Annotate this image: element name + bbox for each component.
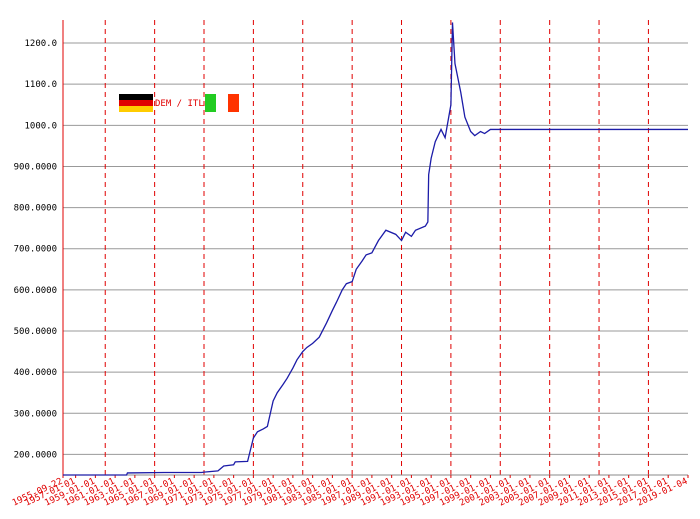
flag-italy	[228, 94, 239, 112]
series-line	[63, 22, 688, 476]
flag-germany	[119, 100, 153, 106]
y-tick-label: 900.0000	[14, 162, 57, 172]
y-tick-label: 200.0000	[14, 450, 57, 460]
y-tick-label: 1200.0	[24, 39, 57, 49]
flag-germany	[119, 94, 153, 100]
y-tick-label: 700.0000	[14, 245, 57, 255]
y-tick-label: 1100.0	[24, 80, 57, 90]
flag-germany	[119, 106, 153, 112]
y-tick-label: 500.0000	[14, 327, 57, 337]
legend: DEM / ITL	[119, 94, 239, 112]
legend-label: DEM / ITL	[155, 99, 204, 109]
y-tick-label: 400.0000	[14, 368, 57, 378]
y-tick-label: 300.0000	[14, 409, 57, 419]
flag-italy	[205, 94, 216, 112]
y-tick-label: 600.0000	[14, 286, 57, 296]
y-tick-label: 800.0000	[14, 204, 57, 214]
y-tick-label: 1000.0	[24, 121, 57, 131]
